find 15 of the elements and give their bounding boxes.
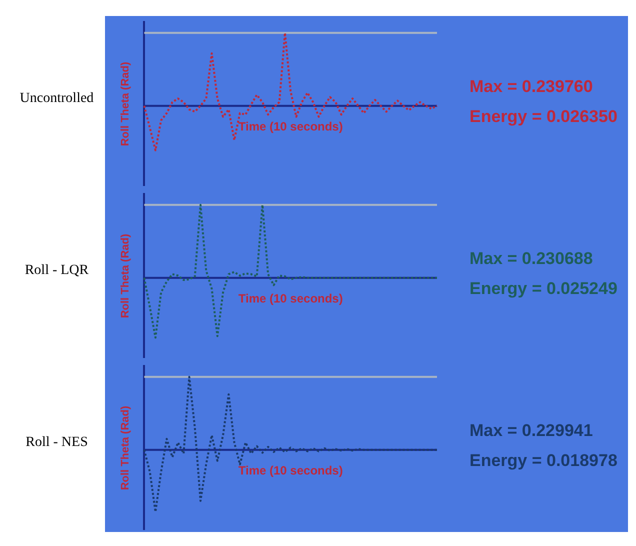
- text: Max = 0.230688: [469, 248, 594, 270]
- y-axis-title: Roll Theta (Rad): [120, 62, 132, 146]
- text: Energy = 0.026350: [469, 106, 618, 128]
- y-axis-title: Roll Theta (Rad): [120, 406, 132, 490]
- text: Uncontrolled: [18, 91, 95, 108]
- text: Roll - NES: [24, 435, 89, 452]
- text: Max = 0.229941: [469, 420, 594, 442]
- text: Roll - LQR: [24, 263, 90, 280]
- text: Max = 0.239760: [469, 76, 594, 98]
- y-axis-title: Roll Theta (Rad): [120, 234, 132, 318]
- x-axis-title: Time (10 seconds): [238, 119, 344, 134]
- text: Energy = 0.025249: [469, 278, 618, 300]
- text: Energy = 0.018978: [469, 450, 618, 472]
- x-axis-title: Time (10 seconds): [238, 463, 344, 478]
- x-axis-title: Time (10 seconds): [238, 291, 344, 306]
